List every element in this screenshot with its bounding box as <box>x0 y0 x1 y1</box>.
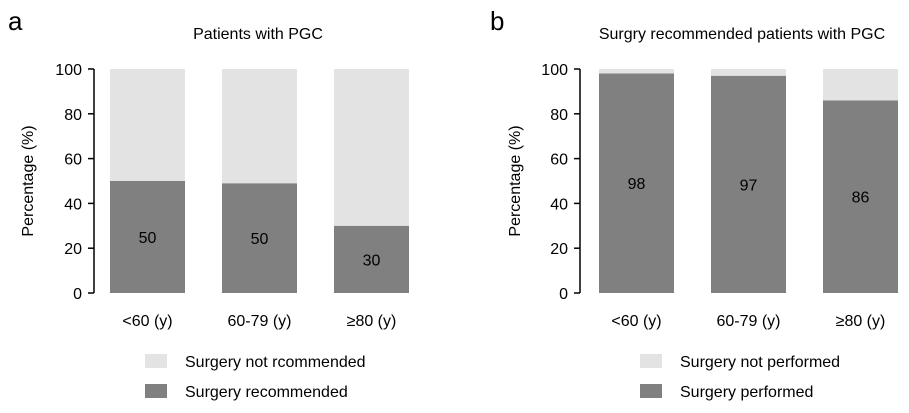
panel-b-legend-swatch-1 <box>640 384 662 398</box>
panel-a-bar-top-2 <box>334 69 409 226</box>
panel-a-y-tick-label-0: 0 <box>73 286 82 303</box>
panel-b-category-label-0: <60 (y) <box>611 313 661 330</box>
panel-a-data-label-0: 50 <box>139 230 157 247</box>
panel-a-letter: a <box>8 6 23 36</box>
panel-a-legend-swatch-0 <box>145 354 167 368</box>
panel-b-y-tick-label-2: 40 <box>550 196 568 213</box>
panel-b-y-tick-label-1: 20 <box>550 241 568 258</box>
panel-a-bar-bottom-2 <box>334 225 409 293</box>
panel-b-data-label-0: 98 <box>628 176 646 193</box>
panel-a-y-tick-label-2: 40 <box>64 196 82 213</box>
panel-a-y-tick-label-3: 60 <box>64 152 82 169</box>
panel-a-bar-bottom-1 <box>222 183 297 293</box>
panel-a-bar-top-0 <box>110 69 185 181</box>
panel-a-data-label-1: 50 <box>251 231 269 248</box>
panel-b-y-tick-label-0: 0 <box>559 286 568 303</box>
panel-b-legend-label-1: Surgery performed <box>680 384 813 401</box>
panel-a-legend-label-0: Surgery not rcommended <box>185 354 366 371</box>
panel-b-y-tick-label-5: 100 <box>541 62 568 79</box>
panel-a-data-label-2: 30 <box>363 252 381 269</box>
panel-b-bar-bottom-0 <box>599 73 674 293</box>
panel-a-y-tick-label-1: 20 <box>64 241 82 258</box>
panel-b-data-label-1: 97 <box>740 177 758 194</box>
panel-a-y-tick-label-4: 80 <box>64 107 82 124</box>
panel-b-category-label-1: 60-79 (y) <box>716 313 780 330</box>
panel-a-y-tick-label-5: 100 <box>55 62 82 79</box>
panel-b-legend-swatch-0 <box>640 354 662 368</box>
panel-b-bar-top-1 <box>711 69 786 76</box>
panel-a-category-label-1: 60-79 (y) <box>227 313 291 330</box>
panel-b-bar-top-2 <box>823 69 898 101</box>
panel-b-title: Surgry recommended patients with PGC <box>599 26 885 43</box>
panel-b-category-label-2: ≥80 (y) <box>836 313 886 330</box>
panel-a-category-label-0: <60 (y) <box>122 313 172 330</box>
panel-b-bar-bottom-1 <box>711 75 786 293</box>
panel-b-bar-bottom-2 <box>823 100 898 293</box>
panel-b-y-tick-label-3: 60 <box>550 152 568 169</box>
panel-a-title: Patients with PGC <box>193 26 323 43</box>
panel-a-bar-top-1 <box>222 69 297 184</box>
panel-a-bar-bottom-0 <box>110 181 185 293</box>
panel-b-letter: b <box>490 6 504 36</box>
panel-a-legend-label-1: Surgery recommended <box>185 384 348 401</box>
panel-a-y-axis-label: Percentage (%) <box>20 125 37 236</box>
panel-a-category-label-2: ≥80 (y) <box>347 313 397 330</box>
panel-b-y-axis-label: Percentage (%) <box>507 125 524 236</box>
panel-a-legend-swatch-1 <box>145 384 167 398</box>
panel-b-y-tick-label-4: 80 <box>550 107 568 124</box>
panel-b-legend-label-0: Surgery not performed <box>680 354 840 371</box>
panel-b-data-label-2: 86 <box>852 190 870 207</box>
panel-b-bar-top-0 <box>599 69 674 74</box>
